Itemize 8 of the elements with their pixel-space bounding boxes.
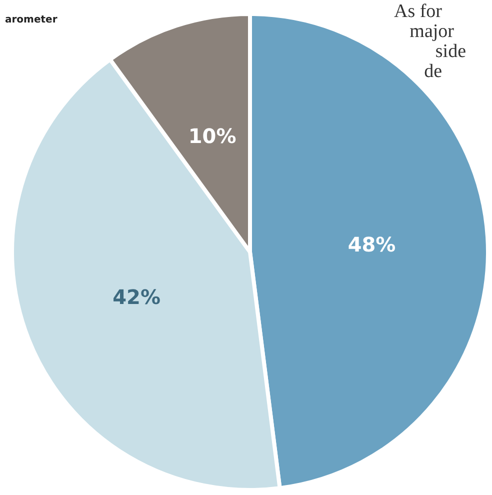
text: major xyxy=(410,21,455,42)
chart-title: arometer xyxy=(5,14,58,26)
data-label: 42% xyxy=(112,284,161,309)
data-label: 10% xyxy=(188,124,236,148)
text: side xyxy=(435,41,466,62)
data-label: 48% xyxy=(348,232,396,256)
text: de xyxy=(424,61,442,82)
text: As for xyxy=(394,1,443,22)
